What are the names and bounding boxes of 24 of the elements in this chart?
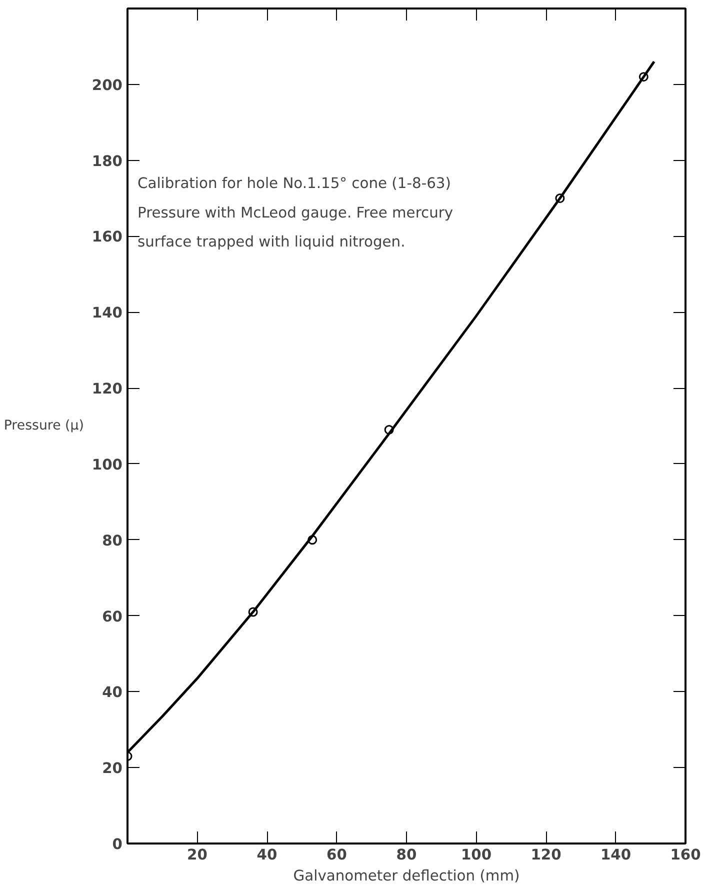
x-tick-label: 60 <box>326 846 347 864</box>
x-tick-label: 120 <box>530 846 562 864</box>
x-tick-label: 100 <box>460 846 492 864</box>
annotation: surface trapped with liquid nitrogen. <box>138 234 406 251</box>
x-tick-label: 140 <box>600 846 632 864</box>
y-tick-label: 60 <box>102 608 123 626</box>
y-tick-label: 80 <box>102 532 123 550</box>
y-tick-label: 140 <box>92 304 122 322</box>
y-tick-label: 200 <box>92 76 122 94</box>
y-tick-label: 100 <box>92 456 122 474</box>
annotation: Calibration for hole No.1.15° cone (1-8-63) <box>138 175 451 192</box>
y-tick-label: 20 <box>102 760 123 778</box>
x-tick-label: 20 <box>187 846 208 864</box>
x-tick-label: 40 <box>256 846 278 864</box>
x-tick-label: 80 <box>396 846 417 864</box>
annotation: Pressure with McLeod gauge. Free mercury <box>138 204 454 222</box>
y-tick-label: 0 <box>112 836 123 853</box>
y-axis-title: Pressure (μ) <box>4 418 84 434</box>
x-axis-title: Galvanometer deflection (mm) <box>293 868 520 884</box>
x-tick-label: 160 <box>670 846 701 864</box>
y-tick-label: 120 <box>92 380 122 398</box>
y-tick-label: 40 <box>102 684 123 702</box>
y-tick-label: 180 <box>92 152 122 170</box>
y-tick-label: 160 <box>92 228 122 246</box>
